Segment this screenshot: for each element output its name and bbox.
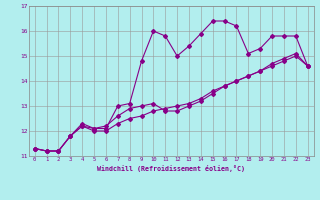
X-axis label: Windchill (Refroidissement éolien,°C): Windchill (Refroidissement éolien,°C) bbox=[97, 165, 245, 172]
